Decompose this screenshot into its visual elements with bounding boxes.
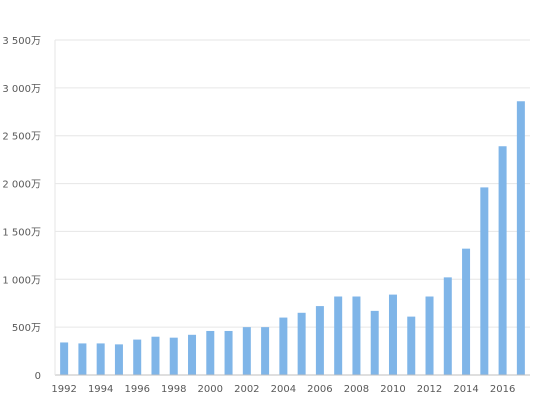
bar-2003 <box>261 327 270 375</box>
y-tick-label: 1 000万 <box>2 275 41 286</box>
y-tick-label: 2 500万 <box>2 132 41 143</box>
bar-1993 <box>78 343 87 375</box>
x-tick-label: 1998 <box>161 384 186 395</box>
bar-2009 <box>370 310 379 375</box>
y-tick-labels: 0 500万 1 000万 1 500万 2 000万 2 500万 3 000万 3 500… <box>2 36 41 382</box>
bar-1994 <box>96 343 105 375</box>
x-tick-label: 2004 <box>271 384 296 395</box>
bar-2017 <box>516 101 525 375</box>
bar-2000 <box>206 330 215 375</box>
x-tick-label: 2000 <box>198 384 223 395</box>
bar-1992 <box>60 342 69 375</box>
bar-2011 <box>407 316 416 375</box>
bar-1999 <box>188 334 197 375</box>
bar-2010 <box>388 294 397 375</box>
gridlines <box>55 39 530 328</box>
y-tick-label: 500万 <box>12 323 41 334</box>
bar-2013 <box>443 277 452 375</box>
bar-2002 <box>242 327 251 375</box>
bar-2015 <box>480 187 489 375</box>
x-tick-label: 2006 <box>307 384 332 395</box>
bar-2001 <box>224 330 233 375</box>
bar-2016 <box>498 146 507 375</box>
bars <box>60 101 525 375</box>
bar-2008 <box>352 296 361 375</box>
y-tick-label: 1 500万 <box>2 227 41 238</box>
bar-1997 <box>151 336 160 375</box>
bar-2007 <box>334 296 343 375</box>
y-tick-label: 2 000万 <box>2 180 41 191</box>
bar-2006 <box>315 306 324 375</box>
axes <box>54 40 530 376</box>
x-tick-label: 2012 <box>417 384 442 395</box>
bar-2012 <box>425 296 434 375</box>
bar-1995 <box>114 344 123 375</box>
x-tick-label: 1996 <box>124 384 149 395</box>
bar-2005 <box>297 312 306 375</box>
bar-2004 <box>279 317 288 375</box>
bar-1996 <box>133 339 142 375</box>
y-tick-label: 3 000万 <box>2 84 41 95</box>
y-tick-label: 0 <box>35 371 41 382</box>
x-tick-label: 2002 <box>234 384 259 395</box>
x-tick-labels: 1992 1994 1996 1998 2000 2002 2004 2006 2008 2010… <box>51 384 515 395</box>
x-tick-label: 2008 <box>344 384 369 395</box>
x-tick-label: 1992 <box>51 384 76 395</box>
bar-2014 <box>462 248 471 375</box>
x-tick-label: 2014 <box>453 384 478 395</box>
bar-1998 <box>169 337 178 375</box>
x-tick-label: 2016 <box>490 384 515 395</box>
x-tick-label: 2010 <box>380 384 405 395</box>
x-tick-label: 1994 <box>88 384 113 395</box>
y-tick-label: 3 500万 <box>2 36 41 47</box>
